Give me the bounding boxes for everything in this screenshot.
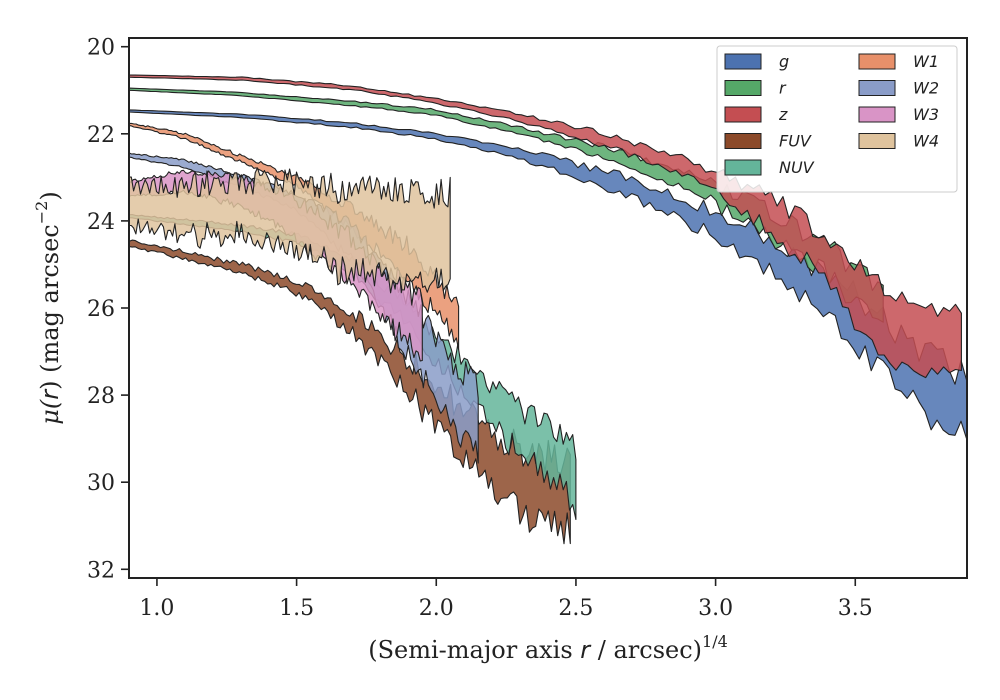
legend-label-w4: W4 — [913, 132, 939, 151]
x-tick-label: 3.5 — [838, 596, 873, 621]
x-tick-label: 2.0 — [419, 596, 454, 621]
legend-swatch-r — [724, 80, 762, 96]
series-layer — [129, 74, 967, 545]
legend-label-nuv: NUV — [779, 158, 815, 177]
series-band-fuv — [129, 239, 571, 545]
y-tick-label: 20 — [87, 36, 115, 61]
y-axis-label: μ(r) (mag arcsec−2) — [32, 191, 64, 424]
legend-swatch-w2 — [858, 80, 896, 96]
series-band-g — [129, 109, 967, 441]
legend-swatch-w3 — [858, 106, 896, 123]
y-tick-label: 26 — [87, 297, 115, 322]
legend-swatch-nuv — [724, 159, 762, 176]
y-tick-label: 24 — [87, 210, 115, 235]
x-tick-label: 2.5 — [558, 596, 593, 621]
legend-label-w1: W1 — [913, 52, 939, 71]
legend-label-g: g — [779, 52, 789, 71]
y-tick-label: 32 — [87, 558, 115, 583]
legend-label-r: r — [779, 79, 787, 98]
ticks-layer: 1.0 1.5 2.0 2.5 3.0 3.5 20 22 24 26 28 30 32 — [87, 36, 873, 621]
x-tick-label: 3.0 — [698, 596, 733, 621]
legend-swatch-z — [724, 106, 762, 123]
series-band-z — [129, 74, 962, 379]
legend: grz FUV NUV W1 W2 W3 W4 — [716, 45, 958, 193]
series-band-w4 — [129, 167, 451, 294]
x-axis-label: (Semi-major axis r / arcsec)1/4 — [368, 632, 728, 664]
legend-swatch-g — [724, 53, 762, 70]
legend-label-z: z — [778, 105, 788, 124]
x-tick-label: 1.0 — [139, 596, 174, 621]
legend-swatch-fuv — [724, 133, 762, 149]
legend-label-w3: W3 — [913, 105, 939, 124]
y-tick-label: 30 — [87, 471, 115, 496]
series-band-w1 — [129, 122, 460, 350]
legend-label-w2: W2 — [913, 79, 939, 98]
x-tick-label: 1.5 — [279, 596, 314, 621]
y-tick-label: 28 — [87, 384, 115, 409]
legend-box — [716, 45, 958, 193]
legend-swatch-w4 — [858, 133, 896, 149]
y-tick-label: 22 — [87, 123, 115, 148]
legend-swatch-w1 — [858, 53, 896, 70]
legend-label-fuv: FUV — [779, 132, 812, 151]
